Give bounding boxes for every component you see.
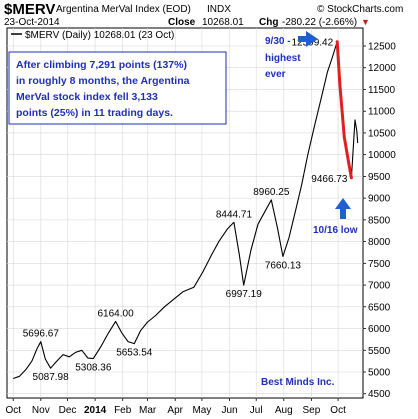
y-tick-label: 9500 bbox=[368, 172, 391, 183]
x-tick-label: Oct bbox=[330, 405, 346, 416]
x-axis: Oct Nov Dec 2014 Feb Mar Apr May Jun Jul Aug Sep Oct bbox=[5, 398, 346, 416]
x-tick-label: Nov bbox=[32, 405, 50, 416]
y-tick-label: 7500 bbox=[368, 259, 391, 270]
chart-date: 23-Oct-2014 bbox=[4, 17, 60, 28]
chg-value: -280.22 (-2.66%) bbox=[282, 17, 357, 28]
data-label: 8960.25 bbox=[253, 187, 290, 198]
y-axis: 4500 5000 5500 6000 6500 7000 7500 8000 8500 9000… bbox=[363, 42, 396, 400]
y-tick-label: 11000 bbox=[368, 107, 396, 118]
data-label-bg bbox=[304, 172, 349, 185]
chg-label: Chg bbox=[259, 17, 278, 28]
down-arrow-icon: ▼ bbox=[361, 17, 370, 27]
x-tick-label: Jun bbox=[221, 405, 237, 416]
x-tick-label: Apr bbox=[167, 405, 183, 416]
data-label: 6997.19 bbox=[226, 289, 263, 300]
peak-note-line-2: highest bbox=[265, 53, 301, 64]
data-label: 5087.98 bbox=[33, 372, 70, 383]
y-tick-label: 6500 bbox=[368, 302, 391, 313]
y-tick-label: 12500 bbox=[368, 42, 396, 53]
annotation-line-2: in roughly 8 months, the Argentina bbox=[16, 75, 190, 87]
data-label: 8444.71 bbox=[216, 209, 253, 220]
y-tick-label: 11500 bbox=[368, 85, 396, 96]
annotation-line-1: After climbing 7,291 points (137%) bbox=[16, 59, 187, 71]
y-tick-label: 6000 bbox=[368, 324, 391, 335]
data-labels: 5696.67 5087.98 5308.36 6164.00 5653.54 8444.… bbox=[23, 36, 349, 383]
y-tick-label: 12000 bbox=[368, 63, 396, 74]
x-tick-label: Jul bbox=[250, 405, 263, 416]
y-tick-label: 5500 bbox=[368, 346, 391, 357]
x-tick-label: Oct bbox=[5, 405, 21, 416]
x-tick-label: Aug bbox=[275, 405, 293, 416]
low-note: 10/16 low bbox=[313, 225, 358, 236]
annotation-line-4: points (25%) in 11 trading days. bbox=[16, 107, 173, 119]
data-label: 5696.67 bbox=[23, 329, 60, 340]
index-name: Argentina MerVal Index (EOD) bbox=[56, 4, 191, 15]
y-tick-label: 8500 bbox=[368, 215, 391, 226]
y-tick-label: 8000 bbox=[368, 237, 391, 248]
data-label: 6164.00 bbox=[98, 308, 135, 319]
plot-frame bbox=[6, 27, 364, 399]
annotation-line-3: MerVal stock index fell 3,133 bbox=[16, 91, 158, 103]
y-tick-label: 5000 bbox=[368, 368, 391, 379]
y-tick-label: 4500 bbox=[368, 389, 391, 400]
data-label: 7660.13 bbox=[265, 260, 302, 271]
close-value: 10268.01 bbox=[202, 17, 244, 28]
close-label: Close bbox=[168, 17, 196, 28]
peak-note-line-1: 9/30 - bbox=[265, 36, 291, 47]
x-tick-label: May bbox=[192, 405, 211, 416]
y-tick-label: 10000 bbox=[368, 150, 396, 161]
x-tick-label: Dec bbox=[59, 405, 77, 416]
data-label: 5653.54 bbox=[116, 348, 153, 359]
stockcharts-brand: © StockCharts.com bbox=[317, 4, 403, 15]
y-tick-label: 10500 bbox=[368, 128, 396, 139]
x-tick-label: Sep bbox=[302, 405, 320, 416]
peak-note-line-3: ever bbox=[265, 69, 286, 80]
exchange-label: INDX bbox=[207, 4, 231, 15]
decline-highlight-line bbox=[335, 40, 353, 180]
data-label: 9466.73 bbox=[311, 174, 348, 185]
y-tick-label: 7000 bbox=[368, 281, 391, 292]
legend-label: $MERV (Daily) 10268.01 (23 Oct) bbox=[25, 30, 174, 41]
y-tick-label: 9000 bbox=[368, 194, 391, 205]
annotation-box bbox=[8, 51, 227, 125]
right-arrow-icon bbox=[298, 31, 318, 47]
ticker-symbol: $MERV bbox=[4, 1, 55, 18]
up-arrow-icon bbox=[335, 198, 351, 219]
x-tick-label: 2014 bbox=[84, 405, 107, 416]
credit-label: Best Minds Inc. bbox=[261, 377, 335, 388]
data-label: 5308.36 bbox=[75, 363, 112, 374]
data-label: 12599.42 bbox=[291, 38, 333, 49]
x-tick-label: Feb bbox=[114, 405, 132, 416]
price-series-line bbox=[13, 41, 359, 380]
x-tick-label: Mar bbox=[139, 405, 157, 416]
